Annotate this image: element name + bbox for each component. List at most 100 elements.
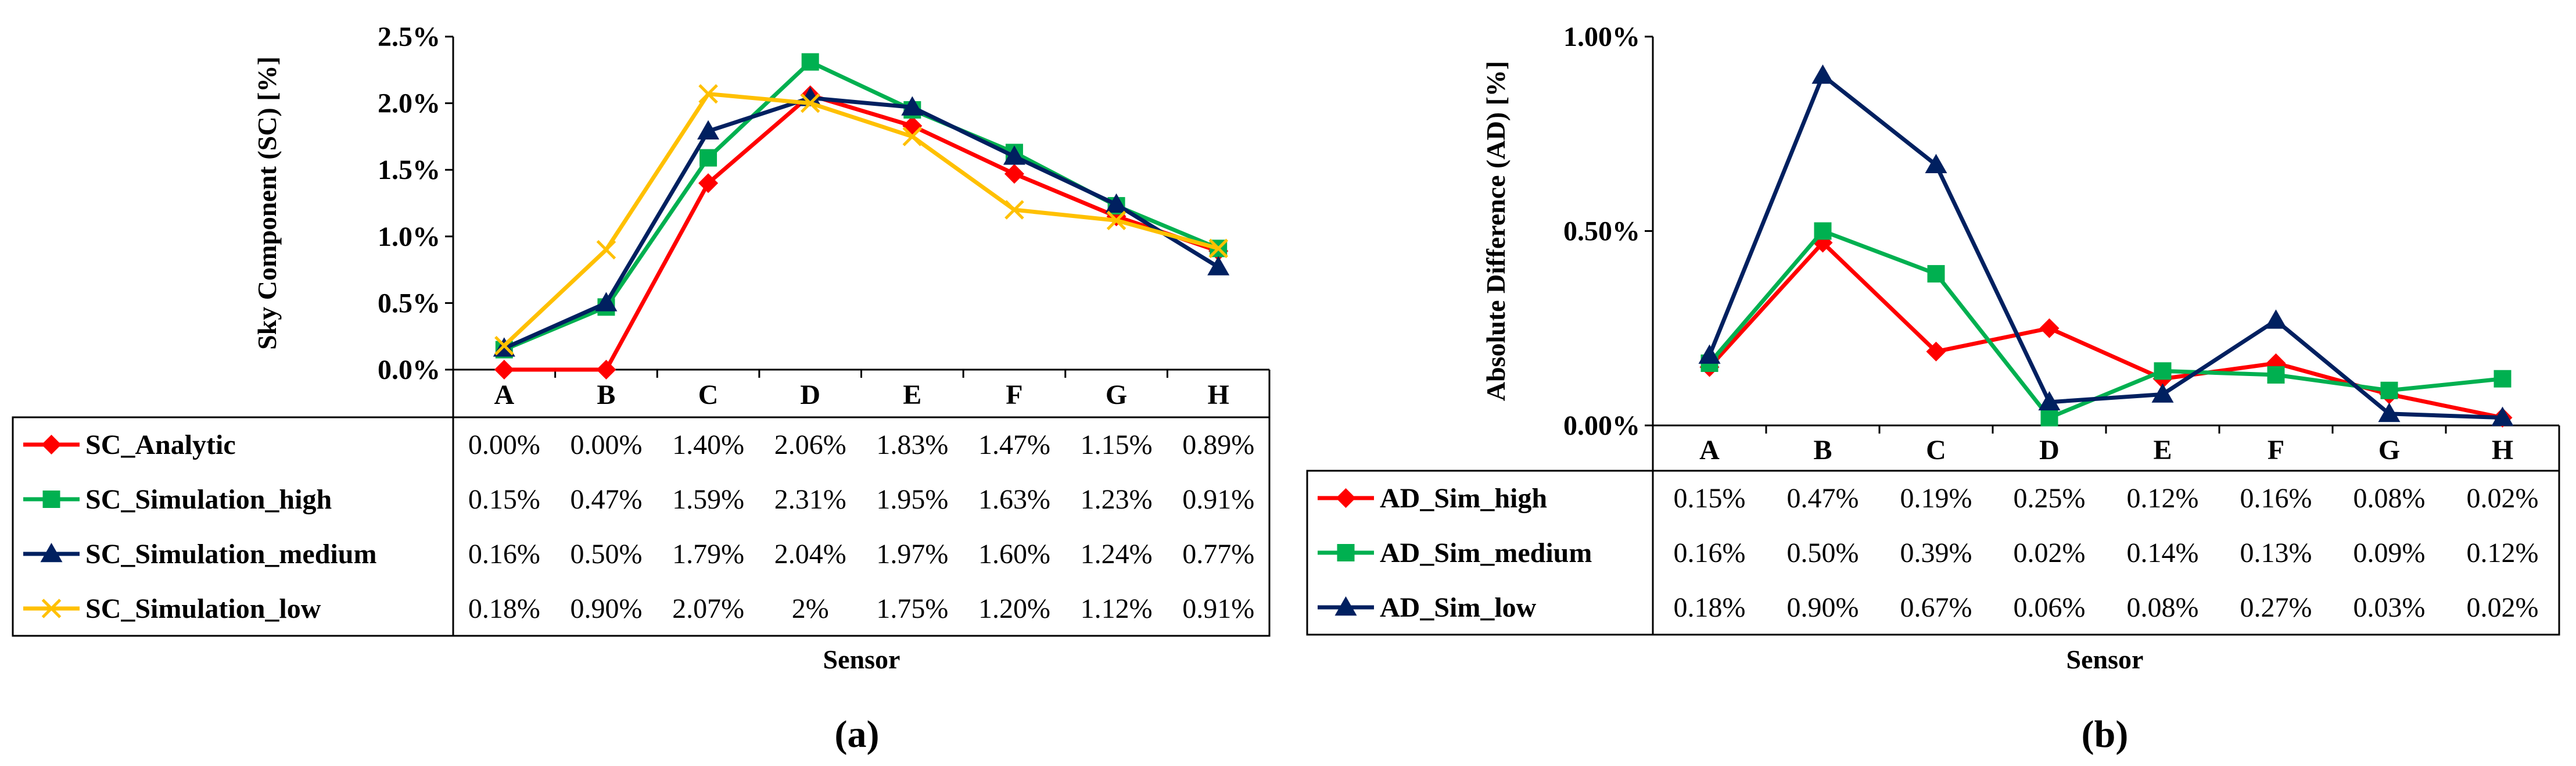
data-point <box>595 292 618 312</box>
data-label: 0.00% <box>570 429 642 460</box>
data-label: 0.67% <box>1900 592 1972 623</box>
data-label: 0.89% <box>1182 429 1254 460</box>
data-label: 0.16% <box>2240 483 2312 514</box>
data-label: 0.27% <box>2240 592 2312 623</box>
data-point <box>2154 362 2172 380</box>
data-point <box>2494 370 2512 388</box>
data-label: 1.75% <box>876 593 948 624</box>
x-category-label: A <box>494 380 514 410</box>
data-label: 0.47% <box>1787 483 1859 514</box>
data-point <box>2151 383 2174 403</box>
data-label: 1.59% <box>672 484 744 515</box>
x-category-label: F <box>1006 380 1022 410</box>
series-AD_Sim_low: AD_Sim_low 0.18% 0.90% 0.67% 0.06% 0.08% 0.27%… <box>1318 64 2539 623</box>
x-category-label: G <box>2378 435 2400 466</box>
legend-key-marker <box>40 543 63 563</box>
data-label: 1.95% <box>876 484 948 515</box>
data-point <box>1207 256 1230 275</box>
y-tick-label: 0.00% <box>1563 410 1640 441</box>
panel-label: (b) <box>2082 713 2129 756</box>
data-label: 0.08% <box>2127 592 2199 623</box>
data-label: 0.06% <box>2014 592 2086 623</box>
y-tick-label: 1.00% <box>1563 22 1640 52</box>
data-point <box>1927 265 1945 283</box>
data-point <box>800 93 820 113</box>
series-SC_Analytic: SC_Analytic 0.00% 0.00% 1.40% 2.06% 1.83% 1.47… <box>23 85 1254 460</box>
data-label: 1.63% <box>978 484 1050 515</box>
data-label: 0.00% <box>468 429 540 460</box>
y-axis-title: Sky Component (SC) [%] <box>252 56 282 350</box>
y-tick-label: 1.0% <box>378 221 440 252</box>
data-label: 1.47% <box>978 429 1050 460</box>
data-point <box>1004 164 1024 184</box>
data-label: 0.19% <box>1900 483 1972 514</box>
x-category-label: D <box>2039 435 2060 466</box>
y-tick-label: 0.5% <box>378 288 440 318</box>
data-label: 1.83% <box>876 429 948 460</box>
x-category-label: G <box>1106 380 1127 410</box>
data-point <box>1926 341 1946 361</box>
data-point <box>596 239 616 260</box>
data-label: 0.90% <box>1787 592 1859 623</box>
data-label: 0.13% <box>2240 538 2312 568</box>
y-tick-label: 2.5% <box>378 22 440 52</box>
y-tick-label: 0.0% <box>378 355 440 385</box>
x-axis-title: Sensor <box>823 645 900 674</box>
data-label: 0.14% <box>2127 538 2199 568</box>
data-label: 1.15% <box>1081 429 1153 460</box>
data-label: 0.50% <box>570 539 642 570</box>
x-axis-title: Sensor <box>2066 645 2144 674</box>
x-category-label: H <box>2492 435 2513 466</box>
series-line <box>503 92 1219 348</box>
data-point <box>2040 409 2058 427</box>
data-point <box>2039 318 2060 338</box>
x-category-label: C <box>698 380 719 410</box>
data-point <box>1004 200 1024 220</box>
legend-label: SC_Simulation_high <box>85 484 332 515</box>
chart-1: 0.00% 0.50% 1.00% Absolute Difference (AD) … <box>1306 22 2560 756</box>
data-point <box>698 173 719 194</box>
data-point <box>1811 64 1834 84</box>
data-point <box>1106 210 1126 231</box>
data-label: 0.02% <box>2467 592 2539 623</box>
data-point <box>699 149 717 167</box>
data-label: 0.18% <box>1674 592 1746 623</box>
y-axis-title: Absolute Difference (AD) [%] <box>1481 61 1511 402</box>
data-point <box>698 84 718 104</box>
series-SC_Simulation_medium: SC_Simulation_medium 0.16% 0.50% 1.79% 2.04%… <box>23 87 1254 570</box>
data-label: 0.90% <box>570 593 642 624</box>
data-label: 1.20% <box>978 593 1050 624</box>
panel-label: (a) <box>835 713 880 756</box>
data-point <box>2038 391 2061 411</box>
data-label: 1.23% <box>1081 484 1153 515</box>
data-label: 0.77% <box>1182 539 1254 570</box>
data-label: 0.08% <box>2353 483 2426 514</box>
series-line <box>503 95 1220 350</box>
series-AD_Sim_medium: AD_Sim_medium 0.16% 0.50% 0.39% 0.02% 0.14% 0.… <box>1318 222 2539 568</box>
data-point <box>902 127 923 146</box>
x-category-label: H <box>1208 380 1229 410</box>
data-label: 2.04% <box>774 539 846 570</box>
data-point <box>2491 406 2514 426</box>
data-label: 1.60% <box>978 539 1050 570</box>
series-line <box>504 93 1219 372</box>
legend-label: SC_Simulation_medium <box>85 539 376 570</box>
data-label: 2% <box>792 593 829 624</box>
legend-label: AD_Sim_high <box>1380 483 1547 514</box>
legend-label: SC_Simulation_low <box>85 593 321 624</box>
x-category-label: F <box>2268 435 2284 466</box>
series-SC_Simulation_low: SC_Simulation_low 0.18% 0.90% 2.07% 2% 1.75% 1… <box>23 84 1254 624</box>
data-point <box>697 120 720 139</box>
x-category-label: D <box>800 380 820 410</box>
data-label: 1.40% <box>672 429 744 460</box>
data-label: 0.47% <box>570 484 642 515</box>
data-point <box>2265 309 2287 329</box>
legend-key-marker <box>1334 596 1357 616</box>
data-label: 0.12% <box>2467 538 2539 568</box>
data-point <box>1105 193 1128 213</box>
data-label: 0.16% <box>1674 538 1746 568</box>
data-point <box>1003 145 1025 165</box>
data-label: 1.79% <box>672 539 744 570</box>
series-line <box>1707 73 2503 420</box>
